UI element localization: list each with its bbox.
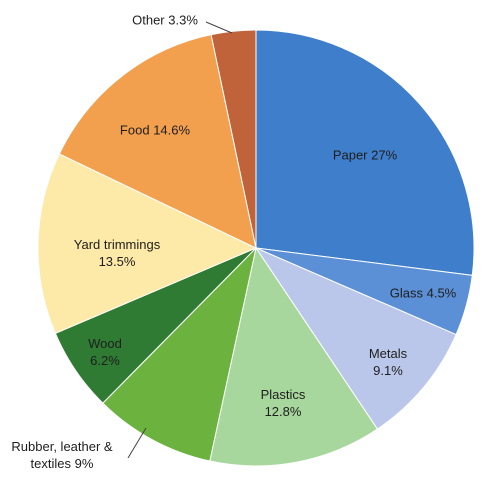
slice-label: Wood 6.2% xyxy=(83,335,128,369)
pie-slice xyxy=(210,29,257,249)
value-label: 4.5% xyxy=(426,285,457,301)
value-label: 9% xyxy=(74,456,94,471)
pie-slice xyxy=(102,246,257,462)
pie-slice xyxy=(37,153,258,334)
slice-label: Yard trimmings 13.5% xyxy=(62,236,172,270)
value-label: 27% xyxy=(371,147,398,163)
pie-slice xyxy=(209,246,379,467)
slice-label: Food 14.6% xyxy=(100,122,210,139)
category-label: Other xyxy=(132,12,165,28)
value-label: 3.3% xyxy=(168,12,198,28)
value-label: 13.5% xyxy=(98,254,136,269)
slice-label: Plastics 12.8% xyxy=(253,386,313,420)
leader-line xyxy=(127,427,147,459)
category-label: Paper xyxy=(332,147,368,163)
value-label: 6.2% xyxy=(90,353,120,368)
pie-slice xyxy=(58,34,257,249)
category-label: Food xyxy=(119,122,150,138)
slice-label: Rubber, leather & textiles 9% xyxy=(8,438,116,472)
value-label: 12.8% xyxy=(264,404,302,419)
category-label: Wood xyxy=(88,336,122,351)
slice-label: Other 3.3% xyxy=(110,12,220,29)
category-label: Yard trimmings xyxy=(73,237,161,252)
slice-label: Paper 27% xyxy=(310,147,420,164)
pie-slice xyxy=(255,29,475,276)
pie-slice xyxy=(254,246,457,430)
category-label: Rubber, leather & textiles xyxy=(11,439,113,471)
leader-line xyxy=(205,21,233,34)
category-label: Metals xyxy=(368,346,408,361)
category-label: Plastics xyxy=(260,387,306,402)
value-label: 9.1% xyxy=(373,363,403,378)
value-label: 14.6% xyxy=(153,122,191,138)
category-label: Glass xyxy=(389,285,423,301)
slice-label: Glass 4.5% xyxy=(368,285,478,302)
slice-label: Metals 9.1% xyxy=(363,345,413,379)
